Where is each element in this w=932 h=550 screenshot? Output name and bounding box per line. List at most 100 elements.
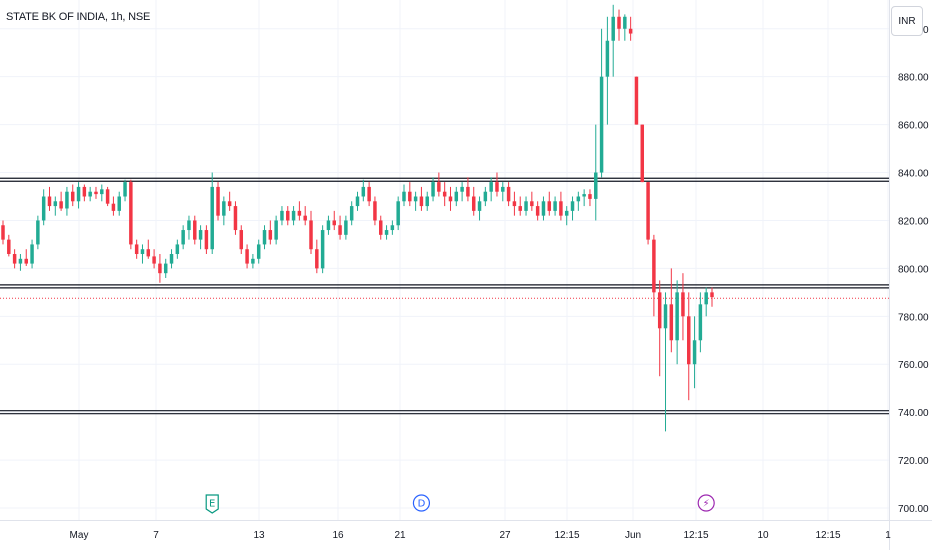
- price-tick-label: 820.00: [898, 216, 929, 227]
- event-markers[interactable]: E D ⚡: [205, 494, 715, 514]
- candle-body: [36, 220, 40, 245]
- candle-body: [634, 76, 639, 125]
- candle-body: [663, 304, 668, 329]
- candle-body: [303, 215, 307, 221]
- candle-body: [210, 186, 214, 250]
- price-tick-label: 760.00: [898, 360, 929, 371]
- candle-body: [309, 220, 313, 250]
- time-tick-label: 12:15: [815, 530, 840, 541]
- candle-body: [628, 28, 633, 34]
- time-tick-label: 12:15: [683, 530, 708, 541]
- candle-body: [338, 225, 342, 235]
- candle-body: [402, 191, 406, 202]
- horizontal-levels[interactable]: [0, 177, 889, 415]
- candle-body: [413, 196, 418, 202]
- candle-body: [483, 191, 488, 202]
- candle-body: [163, 263, 168, 274]
- candle-body: [675, 292, 679, 341]
- candle-body: [564, 210, 569, 216]
- candle-body: [291, 210, 296, 221]
- candle-body: [280, 210, 284, 221]
- candle-body: [379, 220, 383, 235]
- candle-body: [489, 182, 493, 192]
- candle-body: [582, 194, 586, 197]
- candle-body: [1, 225, 5, 240]
- candle-body: [30, 244, 34, 264]
- candle-body: [123, 182, 127, 197]
- candle-body: [158, 263, 162, 274]
- candle-body: [233, 206, 238, 231]
- price-tick-label: 860.00: [898, 121, 929, 132]
- candle-body: [82, 186, 87, 197]
- candle-body: [594, 172, 598, 199]
- time-tick-label: 10: [757, 530, 769, 541]
- price-axis[interactable]: 700.00 720.00 740.00 760.00 780.00 800.00 820.…: [898, 25, 929, 515]
- candle-body: [251, 258, 255, 264]
- last-price-label: 787.55: [895, 300, 927, 312]
- candle-body: [146, 249, 151, 257]
- candle-body: [408, 191, 412, 202]
- time-tick-label: 1: [885, 530, 891, 541]
- candle-body: [512, 201, 517, 207]
- candle-body: [437, 182, 441, 192]
- candles: [1, 4, 714, 432]
- candle-body: [105, 189, 110, 204]
- candle-body: [442, 191, 447, 197]
- price-tick-label: 700.00: [898, 504, 929, 515]
- candle-body: [100, 189, 104, 195]
- candle-body: [24, 258, 28, 264]
- candle-body: [506, 186, 511, 202]
- candle-body: [501, 186, 505, 192]
- time-tick-label: Jun: [625, 530, 641, 541]
- split-marker: [697, 494, 715, 512]
- candle-body: [227, 201, 232, 207]
- candle-body: [559, 201, 563, 216]
- candle-body: [181, 230, 185, 245]
- currency-button[interactable]: INR: [891, 6, 923, 36]
- candle-body: [495, 182, 499, 192]
- candle-body: [47, 196, 52, 207]
- price-tick-label: 840.00: [898, 169, 929, 180]
- candle-body: [245, 249, 249, 264]
- candle-body: [129, 182, 133, 245]
- candle-body: [599, 76, 604, 173]
- time-tick-label: 13: [253, 530, 265, 541]
- event-marker-label: E: [209, 499, 215, 510]
- candle-body: [204, 230, 209, 250]
- candle-body: [698, 304, 703, 341]
- candle-body: [65, 191, 69, 209]
- price-tick-label: 740.00: [898, 408, 929, 419]
- candle-body: [390, 225, 395, 231]
- candle-body: [175, 244, 180, 255]
- candle-body: [70, 191, 75, 202]
- candle-body: [431, 182, 435, 197]
- earnings-marker: [205, 494, 219, 514]
- candle-body: [344, 220, 348, 235]
- price-tick-label: 880.00: [898, 73, 929, 84]
- candle-body: [53, 201, 58, 207]
- price-tick-label: 720.00: [898, 456, 929, 467]
- candle-body: [222, 201, 226, 216]
- candle-body: [518, 206, 522, 211]
- candle-body: [355, 196, 360, 207]
- candle-body: [524, 201, 528, 211]
- candle-body: [535, 206, 540, 216]
- event-marker-label: ⚡: [703, 499, 710, 510]
- candle-body: [530, 201, 534, 207]
- candle-body: [454, 191, 459, 202]
- candle-body: [448, 196, 453, 202]
- candle-body: [384, 230, 389, 235]
- candle-body: [198, 230, 203, 240]
- candle-body: [687, 316, 691, 365]
- time-axis[interactable]: May 7 13 16 21 27 12:15 Jun 12:15 10 12:15 1: [70, 530, 892, 541]
- candle-body: [320, 230, 325, 269]
- candle-body: [152, 256, 156, 264]
- time-tick-label: 16: [332, 530, 344, 541]
- candle-body: [216, 186, 220, 216]
- candle-body: [652, 239, 656, 293]
- candle-body: [59, 201, 63, 209]
- candle-body: [117, 196, 121, 211]
- candle-body: [570, 201, 575, 211]
- candle-body: [297, 210, 302, 216]
